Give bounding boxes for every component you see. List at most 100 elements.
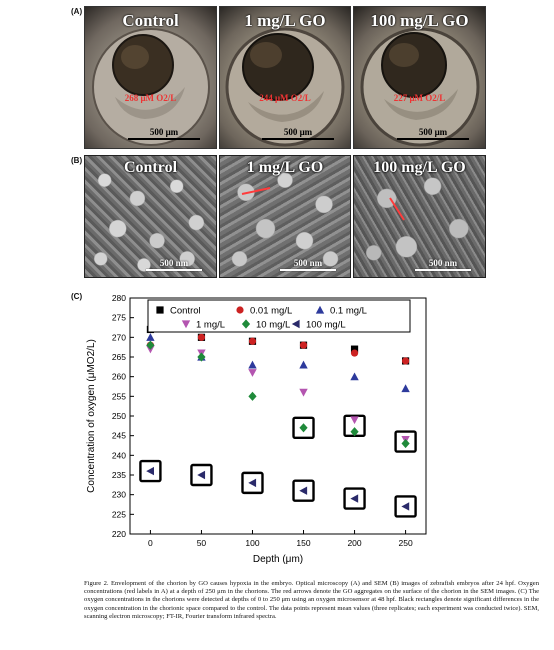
data-point	[350, 494, 359, 503]
go-aggregate-arrow	[241, 187, 271, 195]
significance-box	[241, 471, 264, 495]
data-point	[350, 427, 359, 437]
x-tick-label: 0	[148, 538, 153, 548]
optical-oxygen-label: 268 μM O2/L	[124, 93, 177, 103]
data-point	[299, 360, 308, 369]
sem-title: 1 mg/L GO	[246, 159, 324, 176]
x-tick-label: 250	[398, 538, 412, 548]
data-point	[248, 478, 257, 488]
data-point	[299, 388, 308, 397]
sem-title: Control	[123, 159, 178, 176]
significance-box	[394, 430, 417, 453]
data-point	[299, 423, 308, 433]
data-point	[350, 349, 359, 357]
optical-oxygen-label: 244 μM O2/L	[259, 93, 311, 103]
x-tick-label: 50	[197, 538, 207, 548]
optical-image-1mg: 1 mg/L GO 244 μM O2/L 500 μm	[219, 6, 351, 149]
legend-marker	[241, 319, 251, 329]
optical-oxygen-label: 227 μM O2/L	[393, 93, 446, 103]
data-point	[350, 372, 359, 381]
legend: Control 0.01 mg/L 0.1 mg/L 1 mg/L 10 mg/L 100…	[147, 299, 411, 333]
legend-marker	[156, 306, 164, 314]
scale-label: 500 μm	[418, 127, 448, 137]
optical-title: 1 mg/L GO	[244, 11, 326, 30]
significance-box	[343, 487, 366, 510]
go-aggregate-arrow	[389, 197, 405, 221]
data-point	[248, 360, 257, 369]
scale-bar: 500 μm	[397, 127, 469, 140]
data-point	[248, 391, 257, 401]
data-point	[197, 470, 206, 480]
sem-image-1mg: 1 mg/L GO 500 nm	[219, 155, 351, 278]
significance-box	[394, 495, 417, 518]
data-point	[350, 345, 359, 353]
legend-marker	[181, 320, 191, 329]
legend-label: 0.01 mg/L	[250, 306, 292, 317]
sem-image-100mg: 100 mg/L GO 500 nm	[353, 155, 486, 278]
panel-b-label: (B)	[71, 156, 83, 165]
oxygen-concentration-chart: 220 225 230 235 240 245 250 255 260 265 270 275 280 0…	[86, 293, 427, 565]
scale-label: 500 μm	[283, 127, 313, 137]
y-tick-label: 255	[112, 391, 126, 401]
legend-label: 0.1 mg/L	[330, 306, 367, 317]
data-point	[299, 486, 308, 495]
data-point	[401, 384, 410, 393]
data-point	[146, 466, 155, 476]
sem-title: 100 mg/L GO	[373, 159, 466, 176]
optical-title: 100 mg/L GO	[370, 11, 469, 30]
y-tick-label: 220	[112, 529, 126, 539]
scale-label: 500 nm	[159, 258, 189, 268]
data-point	[197, 333, 206, 341]
scale-bar: 500 μm	[128, 127, 200, 140]
significance-box	[190, 463, 213, 487]
legend-marker	[291, 319, 300, 329]
plot-frame	[129, 297, 427, 535]
y-tick-label: 265	[112, 352, 126, 362]
scale-bar: 500 nm	[146, 258, 202, 271]
embryo-illustration	[360, 27, 480, 147]
data-point	[401, 502, 410, 511]
y-tick-label: 230	[112, 490, 126, 500]
y-tick-label: 280	[112, 293, 126, 303]
optical-image-control: Control 268 μM O2/L 500 μm	[84, 6, 217, 149]
legend-marker	[315, 305, 325, 314]
data-point	[248, 369, 257, 377]
optical-image-100mg: 100 mg/L GO 227 μM O2/L 500 μm	[353, 6, 486, 149]
y-tick-label: 235	[112, 470, 126, 480]
significance-box	[292, 479, 315, 502]
optical-title: Control	[122, 11, 179, 30]
y-axis-label: Concentration of oxygen (μMO2/L)	[86, 339, 97, 493]
legend-box	[147, 299, 411, 333]
scale-label: 500 μm	[149, 127, 179, 137]
figure-caption: Figure 2. Envelopment of the chorion by …	[84, 580, 539, 620]
y-tick-label: 260	[112, 372, 126, 382]
panel-c-label: (C)	[71, 292, 83, 301]
legend-label: 1 mg/L	[196, 320, 225, 331]
scale-label: 500 nm	[293, 258, 323, 268]
sem-image-control: Control 500 nm	[84, 155, 217, 278]
data-point	[299, 341, 308, 349]
significance-box	[292, 416, 315, 440]
panel-a-label: (A)	[71, 7, 83, 16]
scale-label: 500 nm	[428, 258, 458, 268]
legend-label: Control	[170, 306, 201, 317]
x-tick-label: 200	[347, 538, 361, 548]
x-tick-label: 100	[245, 538, 259, 548]
x-tick-label: 150	[296, 538, 310, 548]
legend-marker	[236, 306, 244, 314]
scale-bar: 500 μm	[262, 127, 334, 140]
data-point	[401, 357, 410, 365]
y-tick-label: 250	[112, 411, 126, 421]
scale-bar: 500 nm	[280, 258, 336, 271]
y-tick-label: 275	[112, 313, 126, 323]
data-point	[197, 352, 206, 362]
y-tick-label: 245	[112, 431, 126, 441]
y-tick-label: 240	[112, 450, 126, 460]
data-point	[248, 337, 257, 345]
x-axis-label: Depth (μm)	[253, 554, 303, 565]
data-point	[146, 333, 155, 341]
data-point	[350, 416, 359, 425]
embryo-illustration	[225, 27, 345, 147]
y-tick-label: 270	[112, 332, 126, 342]
embryo-illustration	[92, 28, 210, 146]
